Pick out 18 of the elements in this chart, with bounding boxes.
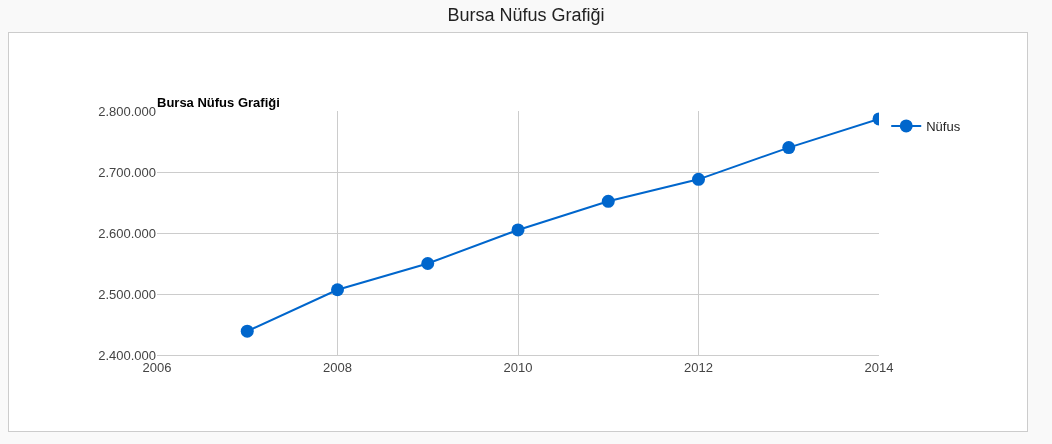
legend-label: Nüfus (926, 119, 961, 135)
x-tick-label: 2012 (684, 359, 713, 375)
y-tick-label: 2.500.000 (98, 286, 156, 302)
point (421, 257, 435, 270)
chart-subtitle: Bursa Nüfus Grafiği (157, 95, 280, 111)
y-tick-label: 2.800.000 (98, 103, 156, 119)
y-tick-label: 2.600.000 (98, 225, 156, 241)
point (511, 223, 525, 237)
point (782, 141, 796, 155)
chart-title: Bursa Nüfus Grafiği (446, 4, 606, 27)
y-tick-label: 2.700.000 (98, 164, 156, 180)
point (601, 194, 615, 208)
x-tick-label: 2010 (503, 359, 533, 375)
x-tick-label: 2014 (864, 359, 894, 375)
point (331, 283, 344, 297)
point (240, 324, 254, 338)
point (692, 172, 705, 186)
x-tick-label: 2008 (323, 359, 352, 375)
